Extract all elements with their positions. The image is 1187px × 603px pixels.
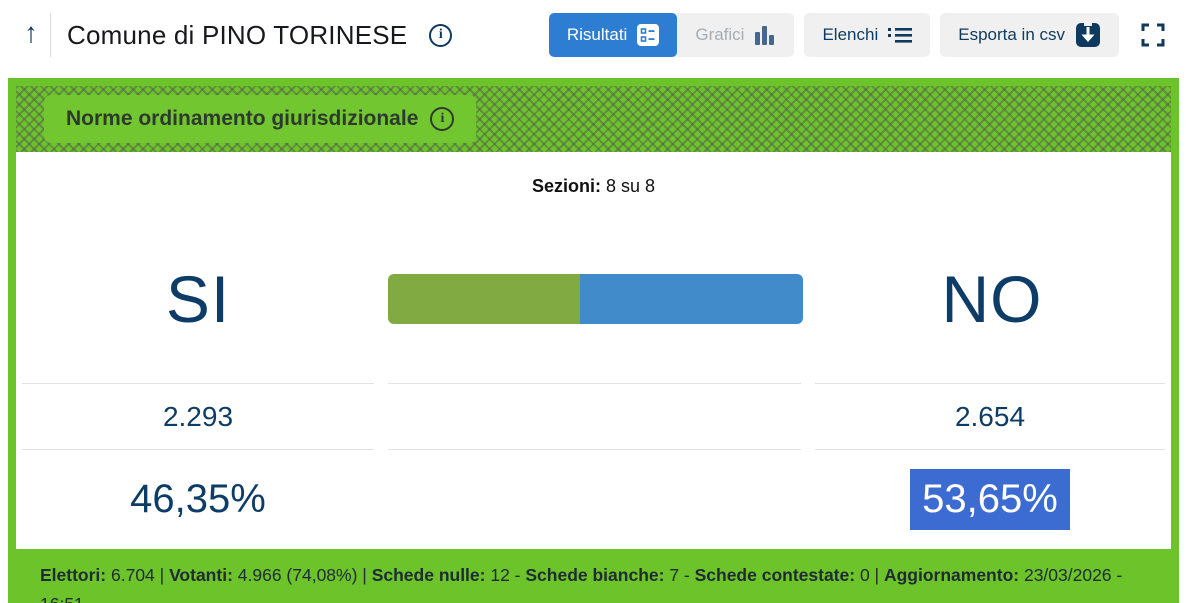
sezioni-counter: Sezioni: 8 su 8: [16, 152, 1171, 215]
options-name-row: SI NO: [16, 215, 1171, 383]
bar-segment-si: [388, 274, 581, 324]
risultati-label: Risultati: [566, 25, 628, 44]
si-percent: 46,35%: [130, 477, 266, 521]
question-info-icon[interactable]: i: [430, 107, 455, 131]
fullscreen-icon[interactable]: [1137, 19, 1169, 51]
options-votes-row: 2.293 2.654: [16, 383, 1171, 449]
referendum-results-panel: Norme ordinamento giurisdizionale i Sezi…: [8, 78, 1179, 603]
no-percent-highlighted: 53,65%: [910, 469, 1070, 530]
si-votes: 2.293: [162, 400, 234, 432]
button-esporta-csv[interactable]: Esporta in csv: [940, 13, 1119, 57]
footer-summary: Elettori: 6.704 | Votanti: 4.966 (74,08%…: [16, 549, 1171, 603]
option-no-name: NO: [941, 262, 1043, 336]
toolbar-buttons: Risultati Grafici: [548, 13, 1169, 57]
options-percent-row: 46,35% 53,65%: [16, 449, 1171, 549]
esporta-label: Esporta in csv: [958, 25, 1065, 44]
sezioni-label: Sezioni:: [531, 176, 601, 196]
page-title: Comune di PINO TORINESE: [67, 19, 408, 50]
back-to-top-arrow-icon[interactable]: ↑: [24, 17, 38, 48]
sezioni-value: 8 su 8: [605, 176, 656, 196]
tab-risultati[interactable]: Risultati: [548, 13, 678, 57]
results-card-icon: [637, 24, 660, 46]
no-votes: 2.654: [954, 400, 1026, 432]
title-info-icon[interactable]: i: [429, 23, 453, 47]
grafici-label: Grafici: [695, 25, 745, 44]
list-icon: [888, 26, 913, 44]
button-elenchi[interactable]: Elenchi: [804, 13, 931, 57]
toolbar-divider: [50, 13, 51, 57]
question-header-band: Norme ordinamento giurisdizionale i: [16, 86, 1171, 152]
view-toggle-group: Risultati Grafici: [548, 13, 795, 57]
bar-chart-icon: [754, 25, 776, 45]
top-toolbar: ↑ Comune di PINO TORINESE i Risultati Gr…: [0, 0, 1187, 70]
question-title: Norme ordinamento giurisdizionale: [66, 107, 419, 130]
bar-segment-no: [580, 274, 803, 324]
elenchi-label: Elenchi: [822, 25, 879, 44]
question-pill: Norme ordinamento giurisdizionale i: [44, 95, 477, 143]
si-no-split-bar: [388, 274, 803, 324]
download-csv-icon: [1075, 22, 1101, 48]
option-si-name: SI: [165, 262, 231, 336]
tab-grafici[interactable]: Grafici: [677, 13, 795, 57]
